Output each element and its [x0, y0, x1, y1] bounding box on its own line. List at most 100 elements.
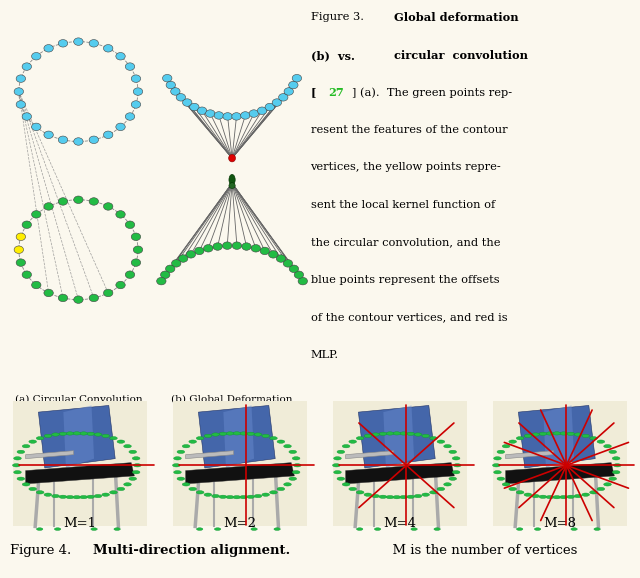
Text: M=4: M=4 [383, 517, 417, 531]
Ellipse shape [604, 444, 611, 448]
Ellipse shape [22, 271, 31, 279]
Ellipse shape [292, 75, 301, 82]
Ellipse shape [393, 495, 401, 499]
Ellipse shape [452, 470, 460, 474]
Ellipse shape [223, 113, 232, 120]
Ellipse shape [502, 444, 510, 448]
Ellipse shape [74, 138, 83, 145]
FancyBboxPatch shape [173, 402, 307, 527]
Ellipse shape [104, 131, 113, 139]
Ellipse shape [582, 493, 589, 497]
Ellipse shape [604, 483, 611, 486]
Ellipse shape [407, 432, 415, 435]
Ellipse shape [214, 112, 223, 119]
Ellipse shape [509, 440, 516, 443]
Ellipse shape [196, 436, 204, 440]
Ellipse shape [131, 101, 141, 108]
Text: circular  convolution: circular convolution [394, 50, 528, 61]
Ellipse shape [132, 470, 140, 474]
Ellipse shape [254, 494, 262, 498]
Ellipse shape [333, 457, 341, 460]
Ellipse shape [414, 494, 422, 498]
Ellipse shape [292, 470, 300, 474]
Ellipse shape [132, 457, 140, 460]
Ellipse shape [449, 477, 456, 480]
Ellipse shape [229, 183, 236, 188]
Ellipse shape [16, 101, 26, 108]
Ellipse shape [54, 528, 61, 531]
Ellipse shape [493, 464, 500, 467]
Ellipse shape [233, 432, 241, 435]
Ellipse shape [87, 495, 95, 498]
Ellipse shape [80, 432, 88, 435]
Ellipse shape [44, 131, 53, 139]
Ellipse shape [44, 203, 53, 210]
Ellipse shape [196, 491, 204, 494]
Ellipse shape [597, 440, 605, 443]
Ellipse shape [283, 260, 292, 267]
Ellipse shape [274, 528, 280, 531]
FancyBboxPatch shape [13, 402, 147, 527]
Ellipse shape [589, 491, 597, 494]
Ellipse shape [337, 450, 345, 454]
Ellipse shape [539, 495, 547, 498]
Ellipse shape [129, 450, 136, 454]
Ellipse shape [29, 440, 36, 443]
Ellipse shape [214, 528, 221, 531]
Ellipse shape [386, 432, 394, 435]
Ellipse shape [124, 483, 131, 486]
Ellipse shape [31, 123, 41, 131]
Polygon shape [186, 462, 294, 484]
Ellipse shape [196, 528, 203, 531]
Ellipse shape [444, 444, 451, 448]
Ellipse shape [16, 75, 26, 83]
Ellipse shape [109, 436, 117, 440]
Ellipse shape [349, 487, 356, 491]
Polygon shape [518, 406, 595, 468]
Ellipse shape [186, 251, 196, 258]
Polygon shape [346, 462, 454, 484]
Ellipse shape [59, 495, 67, 498]
Ellipse shape [597, 487, 605, 491]
Ellipse shape [400, 432, 408, 435]
Text: Figure 3.: Figure 3. [310, 13, 371, 23]
Ellipse shape [204, 493, 212, 497]
Ellipse shape [189, 487, 196, 491]
Text: M is the number of vertices: M is the number of vertices [384, 544, 577, 557]
Ellipse shape [189, 440, 196, 443]
Ellipse shape [374, 528, 381, 531]
Text: Multi-direction alignment.: Multi-direction alignment. [93, 544, 290, 557]
Ellipse shape [294, 271, 303, 279]
Ellipse shape [204, 244, 213, 252]
Ellipse shape [17, 477, 25, 480]
Ellipse shape [12, 464, 20, 467]
Ellipse shape [349, 440, 356, 443]
Ellipse shape [129, 477, 136, 480]
Ellipse shape [226, 495, 234, 499]
Ellipse shape [104, 45, 113, 52]
Polygon shape [383, 406, 414, 468]
Ellipse shape [94, 433, 102, 436]
Ellipse shape [172, 260, 181, 267]
FancyBboxPatch shape [493, 402, 627, 527]
Ellipse shape [44, 45, 53, 52]
Ellipse shape [124, 444, 131, 448]
Ellipse shape [204, 434, 212, 438]
Ellipse shape [247, 495, 255, 498]
Ellipse shape [22, 63, 31, 71]
Ellipse shape [289, 81, 298, 89]
Ellipse shape [516, 528, 523, 531]
Ellipse shape [560, 432, 568, 435]
Ellipse shape [31, 53, 41, 60]
Ellipse shape [429, 491, 437, 494]
Ellipse shape [393, 432, 401, 435]
Ellipse shape [493, 457, 501, 460]
Ellipse shape [437, 487, 445, 491]
Ellipse shape [284, 88, 294, 95]
Ellipse shape [560, 495, 568, 499]
Ellipse shape [14, 246, 24, 253]
Ellipse shape [22, 113, 31, 120]
Ellipse shape [372, 433, 380, 436]
FancyBboxPatch shape [333, 402, 467, 527]
Ellipse shape [356, 491, 364, 494]
